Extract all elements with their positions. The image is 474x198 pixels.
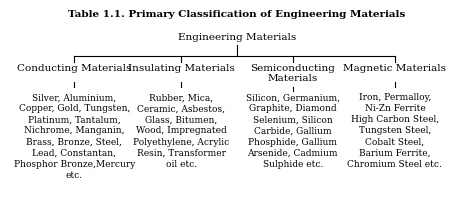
Text: Silver, Aluminium,
Copper, Gold, Tungsten,
Platinum, Tantalum,
Nichrome, Mangani: Silver, Aluminium, Copper, Gold, Tungste… <box>14 93 135 180</box>
Text: Insulating Materials: Insulating Materials <box>128 64 235 73</box>
Text: Semiconducting
Materials: Semiconducting Materials <box>250 64 335 84</box>
Text: Magnetic Materials: Magnetic Materials <box>344 64 447 73</box>
Text: Silicon, Germanium,
Graphite, Diamond
Selenium, Silicon
Carbide, Gallium
Phosphi: Silicon, Germanium, Graphite, Diamond Se… <box>246 93 340 169</box>
Text: Iron, Permalloy,
Ni-Zn Ferrite
High Carbon Steel,
Tungsten Steel,
Cobalt Steel,
: Iron, Permalloy, Ni-Zn Ferrite High Carb… <box>347 93 442 169</box>
Text: Table 1.1. Primary Classification of Engineering Materials: Table 1.1. Primary Classification of Eng… <box>68 10 406 19</box>
Text: Rubber, Mica,
Ceramic, Asbestos,
Glass, Bitumen,
Wood, Impregnated
Polyethylene,: Rubber, Mica, Ceramic, Asbestos, Glass, … <box>133 93 229 169</box>
Text: Conducting Materials: Conducting Materials <box>17 64 132 73</box>
Text: Engineering Materials: Engineering Materials <box>178 33 296 42</box>
